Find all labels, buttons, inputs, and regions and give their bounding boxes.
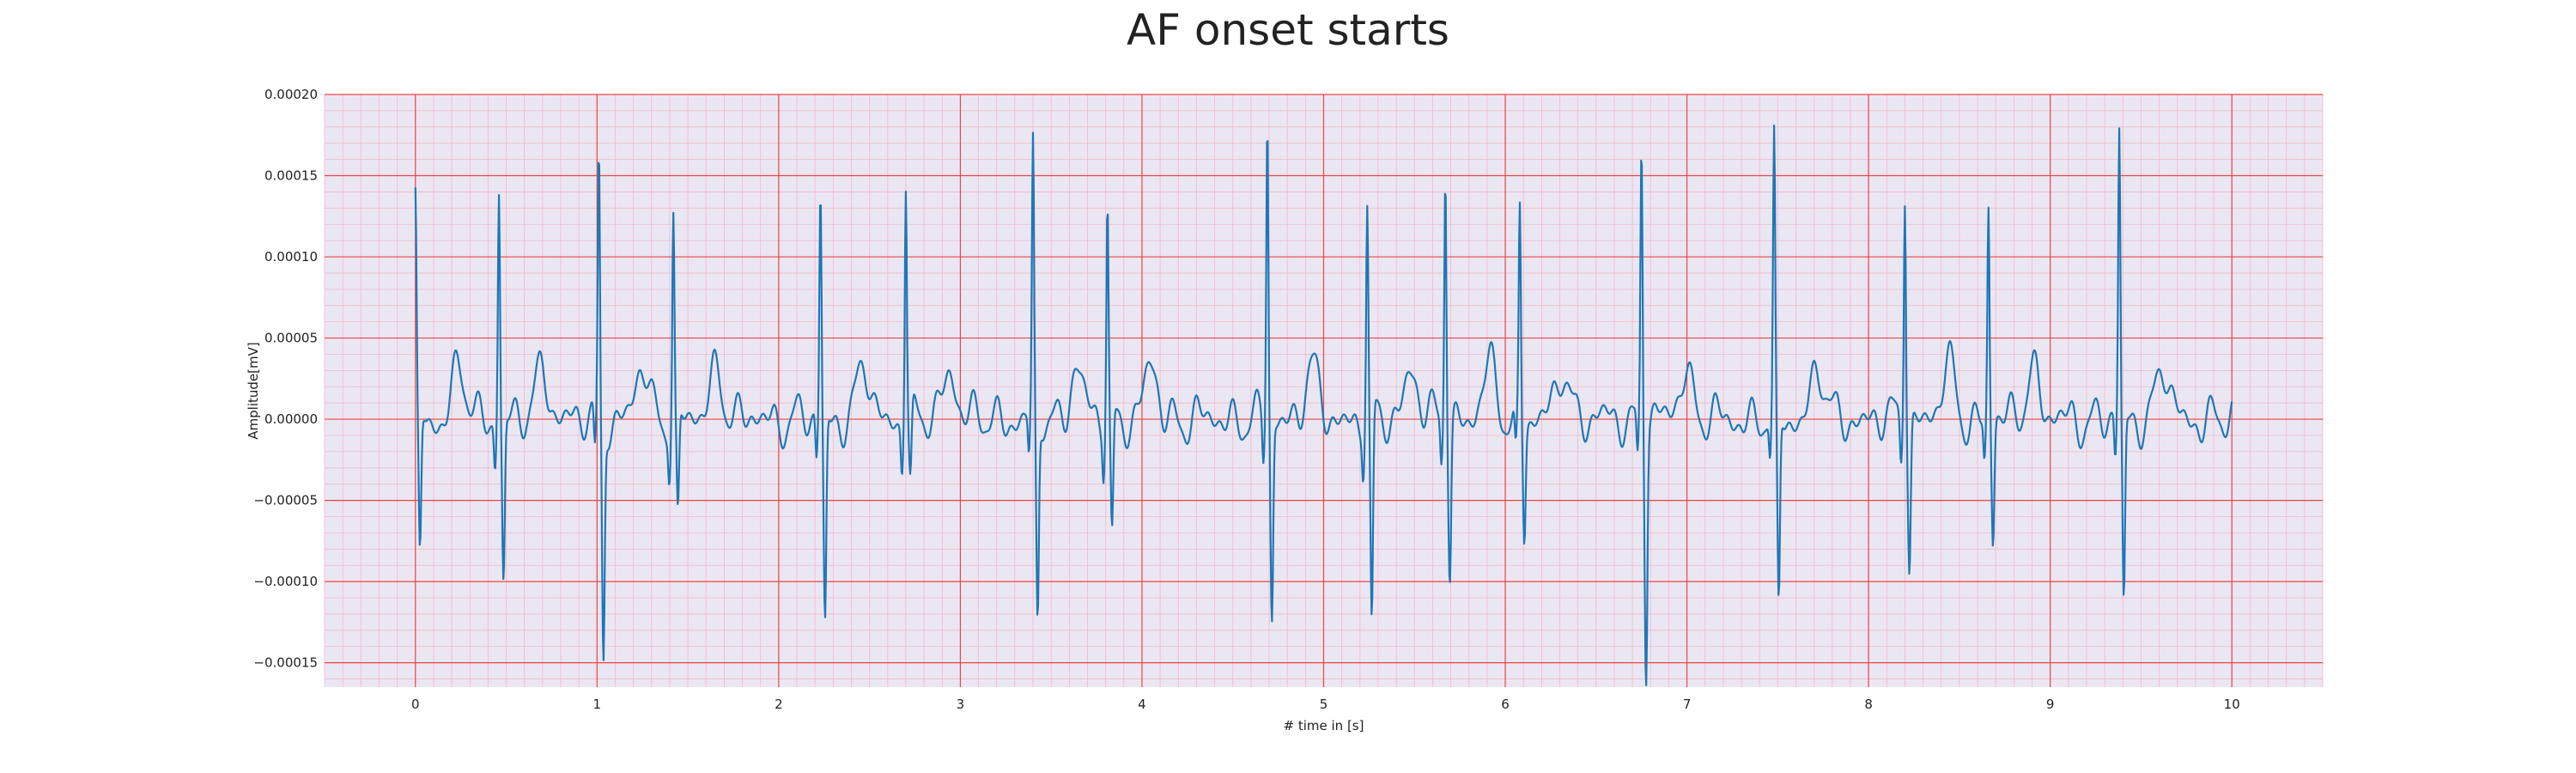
y-tick-label: 0.00005: [264, 331, 318, 346]
x-tick-label: 4: [1138, 697, 1146, 712]
y-tick-label: −0.00015: [253, 655, 318, 671]
x-tick-label: 3: [957, 697, 965, 712]
x-tick-label: 1: [593, 697, 602, 712]
chart-title: AF onset starts: [1127, 5, 1449, 55]
x-tick-label: 7: [1683, 697, 1692, 712]
y-tick-label: 0.00015: [264, 168, 318, 184]
x-tick-label: 5: [1320, 697, 1328, 712]
y-tick-label: 0.00000: [264, 411, 318, 427]
y-tick-label: −0.00005: [253, 493, 318, 508]
x-tick-label: 9: [2046, 697, 2055, 712]
x-tick-label: 2: [775, 697, 783, 712]
y-tick-label: 0.00020: [264, 87, 318, 102]
x-axis-ticks: 0 1 2 3 4 5 6 7 8 9 10: [411, 697, 2240, 712]
series-line-ecg: [414, 125, 2233, 687]
x-tick-label: 6: [1501, 697, 1510, 712]
y-axis-label: Amplitude[mV]: [246, 342, 261, 439]
x-tick-label: 8: [1864, 697, 1873, 712]
x-tick-label: 10: [2224, 697, 2240, 712]
x-axis-label: # time in [s]: [1284, 718, 1364, 733]
y-axis-ticks: −0.00015 −0.00010 −0.00005 0.00000 0.00005 0.…: [253, 87, 318, 671]
x-tick-label: 0: [411, 697, 420, 712]
y-tick-label: −0.00010: [253, 574, 318, 589]
y-tick-label: 0.00010: [264, 249, 318, 265]
